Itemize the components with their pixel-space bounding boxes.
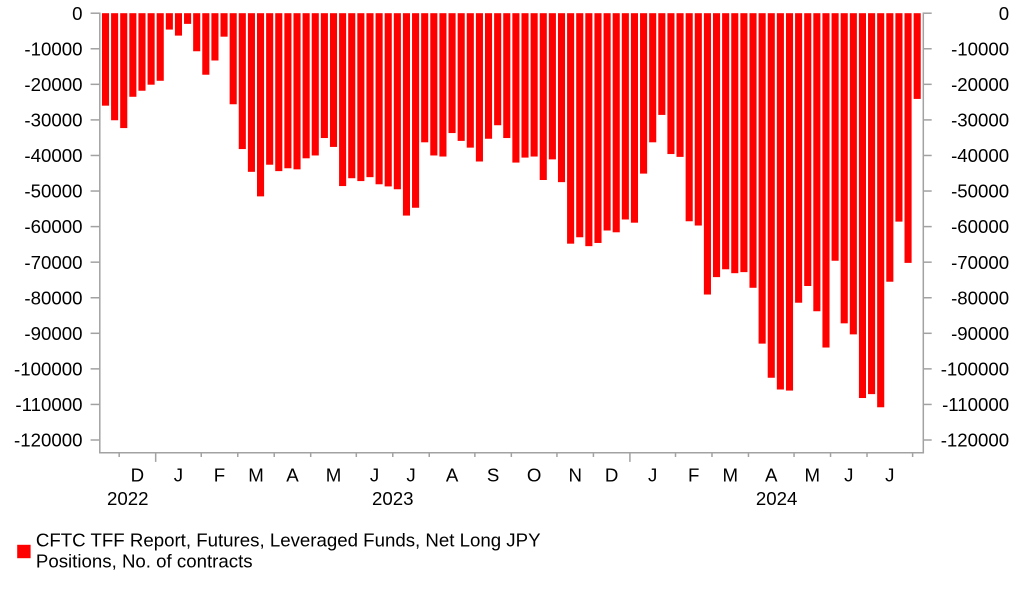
svg-text:F: F — [688, 464, 699, 485]
svg-text:-80000: -80000 — [951, 287, 1009, 308]
svg-text:0: 0 — [999, 3, 1009, 24]
svg-text:-110000: -110000 — [15, 394, 82, 415]
svg-text:M: M — [722, 464, 738, 485]
svg-text:-40000: -40000 — [951, 145, 1009, 166]
svg-text:-100000: -100000 — [941, 358, 1009, 379]
svg-text:-20000: -20000 — [24, 74, 82, 95]
svg-text:-80000: -80000 — [24, 287, 82, 308]
svg-text:-60000: -60000 — [24, 216, 82, 237]
svg-text:-50000: -50000 — [24, 181, 82, 202]
svg-text:O: O — [527, 464, 542, 485]
svg-text:F: F — [214, 464, 225, 485]
svg-text:-110000: -110000 — [942, 394, 1009, 415]
svg-text:J: J — [174, 464, 183, 485]
svg-text:-90000: -90000 — [951, 323, 1009, 344]
svg-text:2023: 2023 — [372, 488, 414, 509]
svg-text:-30000: -30000 — [951, 110, 1009, 131]
svg-text:-10000: -10000 — [24, 38, 82, 59]
svg-text:J: J — [648, 464, 657, 485]
svg-text:D: D — [131, 464, 144, 485]
svg-text:CFTC TFF Report, Futures, Leve: CFTC TFF Report, Futures, Leveraged Fund… — [36, 530, 541, 551]
svg-text:2024: 2024 — [756, 488, 798, 509]
svg-text:-90000: -90000 — [24, 323, 82, 344]
svg-text:2022: 2022 — [107, 488, 149, 509]
svg-text:-60000: -60000 — [951, 216, 1009, 237]
svg-text:-120000: -120000 — [941, 430, 1009, 451]
svg-text:J: J — [406, 464, 415, 485]
svg-text:-10000: -10000 — [951, 38, 1009, 59]
svg-text:J: J — [844, 464, 853, 485]
svg-text:A: A — [446, 464, 459, 485]
svg-text:-100000: -100000 — [14, 358, 82, 379]
svg-text:M: M — [248, 464, 264, 485]
svg-text:Positions, No. of contracts: Positions, No. of contracts — [36, 551, 253, 572]
svg-text:-20000: -20000 — [951, 74, 1009, 95]
svg-text:M: M — [805, 464, 821, 485]
svg-text:D: D — [605, 464, 618, 485]
svg-text:-120000: -120000 — [14, 430, 82, 451]
svg-text:A: A — [286, 464, 299, 485]
svg-text:J: J — [885, 464, 894, 485]
svg-text:M: M — [326, 464, 342, 485]
svg-text:-50000: -50000 — [951, 181, 1009, 202]
svg-text:-70000: -70000 — [951, 252, 1009, 273]
svg-text:-30000: -30000 — [24, 110, 82, 131]
svg-text:-40000: -40000 — [24, 145, 82, 166]
svg-text:N: N — [568, 464, 581, 485]
svg-text:A: A — [765, 464, 778, 485]
svg-text:0: 0 — [72, 3, 82, 24]
svg-text:-70000: -70000 — [24, 252, 82, 273]
svg-text:J: J — [370, 464, 379, 485]
svg-text:S: S — [487, 464, 499, 485]
